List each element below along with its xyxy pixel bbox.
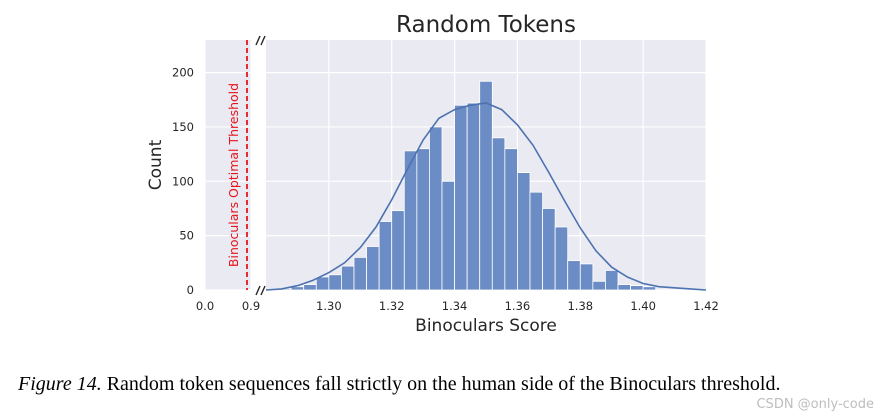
histogram-bar bbox=[529, 191, 543, 291]
histogram-bars bbox=[278, 80, 657, 291]
caption-text: Random token sequences fall strictly on … bbox=[101, 373, 781, 395]
histogram-bar bbox=[303, 284, 317, 291]
histogram-bar bbox=[605, 270, 619, 291]
x-tick-label: 1.32 bbox=[379, 299, 405, 313]
x-tick-label: 1.30 bbox=[316, 299, 342, 313]
x-tick-label: 0.0 bbox=[196, 299, 214, 313]
kde-curve bbox=[265, 102, 707, 291]
histogram-bar bbox=[642, 286, 657, 291]
histogram-bar bbox=[617, 284, 631, 291]
histogram-bar bbox=[542, 208, 556, 291]
x-tick-label: 1.42 bbox=[693, 299, 719, 313]
histogram-bar bbox=[479, 80, 493, 291]
figure-caption: Figure 14. Random token sequences fall s… bbox=[18, 373, 878, 396]
x-tick-label: 1.38 bbox=[567, 299, 593, 313]
histogram-bar bbox=[630, 285, 644, 291]
y-tick-label: 0 bbox=[187, 283, 194, 297]
histogram-bar bbox=[341, 265, 355, 291]
histogram-bar bbox=[315, 276, 330, 291]
x-axis-ticks: 0.0 0.9 1.30 1.32 1.34 1.36 1.38 1.40 1.42 bbox=[196, 299, 719, 313]
y-axis-label: Count bbox=[146, 139, 166, 190]
chart-title: Random Tokens bbox=[396, 12, 576, 38]
histogram-bar bbox=[592, 280, 606, 291]
threshold-label: Binoculars Optimal Threshold bbox=[226, 83, 241, 267]
histogram-bar bbox=[328, 274, 342, 291]
histogram-bar bbox=[517, 172, 531, 291]
y-tick-label: 50 bbox=[179, 229, 194, 243]
y-tick-label: 150 bbox=[172, 120, 194, 134]
histogram-bar bbox=[429, 126, 443, 291]
x-tick-label: 1.36 bbox=[505, 299, 531, 313]
histogram-bar bbox=[466, 102, 481, 291]
left-panel-grid bbox=[204, 40, 252, 291]
histogram-bar bbox=[567, 260, 581, 291]
histogram-bar bbox=[454, 104, 468, 291]
histogram-bar bbox=[366, 246, 380, 291]
histogram-bar bbox=[491, 137, 506, 291]
histogram-bar bbox=[579, 263, 594, 291]
left-panel-background bbox=[205, 40, 251, 290]
histogram-bar bbox=[554, 226, 569, 291]
histogram-bar bbox=[378, 221, 393, 291]
x-tick-label: 0.9 bbox=[242, 299, 260, 313]
figure-label: Figure 14. bbox=[18, 373, 102, 395]
y-tick-label: 100 bbox=[172, 174, 194, 188]
histogram-bar bbox=[441, 180, 455, 291]
y-axis-ticks: 0 50 100 150 200 bbox=[172, 66, 194, 297]
x-axis-label: Binoculars Score bbox=[415, 316, 557, 336]
histogram-bar bbox=[504, 148, 518, 291]
watermark: CSDN @only-code bbox=[756, 397, 874, 412]
y-tick-label: 200 bbox=[172, 66, 194, 80]
histogram-bar bbox=[416, 148, 430, 291]
histogram-chart: Random Tokens Count Binoculars Score Bin… bbox=[146, 12, 719, 336]
axis-break-top-icon bbox=[255, 35, 266, 46]
histogram-bar bbox=[353, 256, 367, 291]
histogram-bar bbox=[391, 210, 405, 291]
x-tick-label: 1.34 bbox=[442, 299, 468, 313]
x-tick-label: 1.40 bbox=[630, 299, 656, 313]
axis-break-bottom-icon bbox=[255, 285, 266, 296]
